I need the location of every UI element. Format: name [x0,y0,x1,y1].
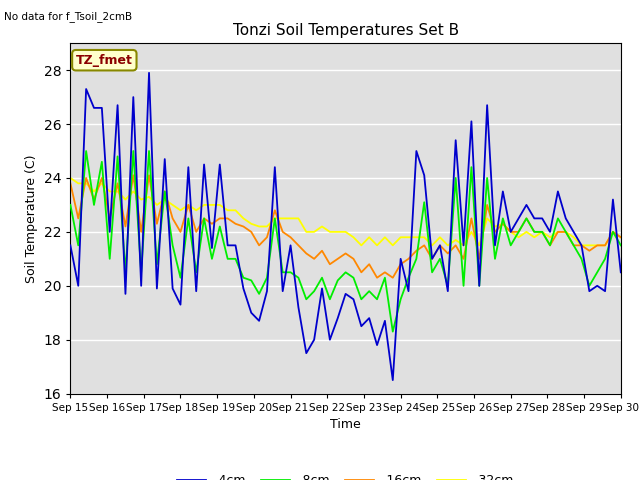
Title: Tonzi Soil Temperatures Set B: Tonzi Soil Temperatures Set B [232,23,459,38]
Text: TZ_fmet: TZ_fmet [76,54,132,67]
Text: No data for f_Tsoil_2cmB: No data for f_Tsoil_2cmB [4,11,132,22]
X-axis label: Time: Time [330,418,361,431]
Y-axis label: Soil Temperature (C): Soil Temperature (C) [25,154,38,283]
Legend: -4cm, -8cm, -16cm, -32cm: -4cm, -8cm, -16cm, -32cm [172,469,519,480]
